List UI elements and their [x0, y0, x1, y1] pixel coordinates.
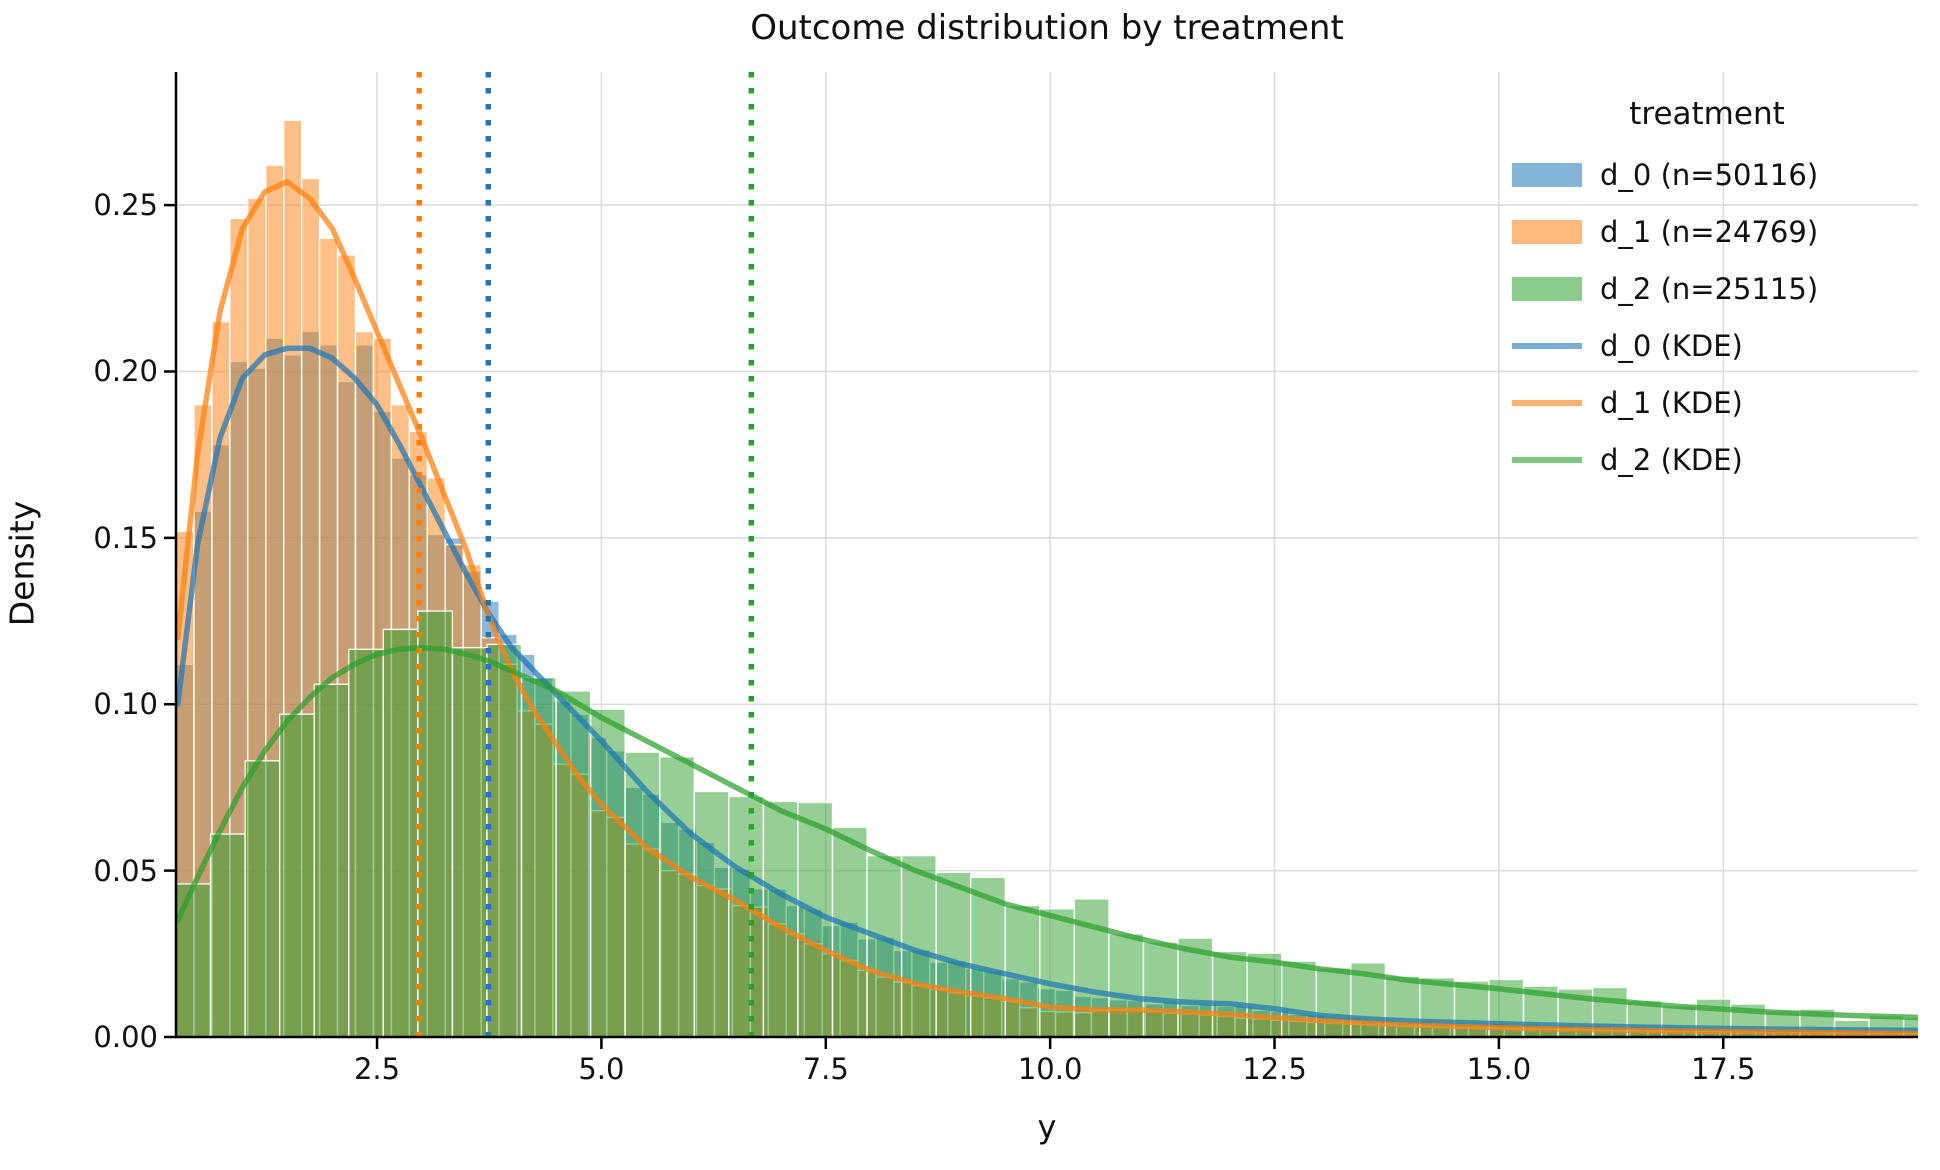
hist-bar-d_2 — [451, 646, 488, 1037]
chart-title: Outcome distribution by treatment — [750, 8, 1344, 48]
hist-bar-d_2 — [935, 871, 972, 1037]
x-tick-label: 10.0 — [1017, 1052, 1083, 1086]
y-tick-label: 0.05 — [93, 853, 158, 888]
hist-bar-d_2 — [244, 760, 281, 1037]
hist-bar-d_2 — [693, 790, 730, 1037]
legend-line-swatch — [1512, 456, 1582, 463]
kde-curve-d_1 — [176, 179, 1918, 1037]
legend-patch-swatch — [1512, 219, 1582, 244]
x-tick-label: 15.0 — [1466, 1052, 1532, 1086]
hist-bar-d_2 — [1315, 967, 1352, 1037]
y-tick-label: 0.20 — [93, 354, 158, 389]
hist-bar-d_2 — [1142, 941, 1179, 1037]
y-tick-label: 0.10 — [93, 687, 158, 722]
hist-bar-d_2 — [659, 756, 695, 1037]
hist-bar-d_2 — [1073, 898, 1110, 1037]
x-tick-label: 17.5 — [1690, 1052, 1756, 1086]
legend-patch-swatch — [1512, 276, 1582, 301]
legend-line-swatch — [1512, 342, 1582, 349]
y-axis-label: Density — [2, 500, 42, 627]
x-tick-label: 5.0 — [578, 1052, 625, 1086]
y-tick-label: 0.15 — [93, 520, 158, 555]
legend-entries: d_0 (n=50116) d_1 (n=24769) d_2 (n=25115) d… — [1512, 146, 1932, 488]
x-tick-label: 7.5 — [802, 1052, 849, 1086]
hist-bar-d_2 — [1039, 908, 1076, 1037]
hist-bar-d_2 — [209, 833, 246, 1037]
hist-bar-d_2 — [1108, 933, 1145, 1037]
legend-entry-label: d_1 (n=24769) — [1600, 214, 1819, 249]
hist-bar-d_2 — [348, 648, 385, 1037]
legend-entry: d_0 (n=50116) — [1512, 146, 1932, 203]
legend-entry: d_2 (KDE) — [1512, 431, 1932, 488]
legend-entry-label: d_2 (n=25115) — [1600, 271, 1819, 306]
kde-curve-d_0 — [176, 345, 1918, 1034]
x-tick-label: 12.5 — [1242, 1052, 1307, 1086]
legend-entry: d_1 (n=24769) — [1512, 203, 1932, 260]
y-tick-label: 0.25 — [93, 188, 158, 223]
x-tick-label: 2.5 — [353, 1052, 401, 1086]
hist-bar-d_2 — [278, 713, 315, 1037]
legend-entry: d_1 (KDE) — [1512, 374, 1932, 431]
x-axis-label: y — [1037, 1108, 1057, 1146]
hist-bar-d_2 — [728, 795, 765, 1037]
hist-bar-d_2 — [1004, 904, 1041, 1037]
hist-bar-d_2 — [313, 683, 350, 1037]
legend-entry-label: d_1 (KDE) — [1600, 385, 1743, 420]
legend-entry-label: d_0 (n=50116) — [1600, 157, 1819, 192]
y-tick-label: 0.00 — [93, 1020, 158, 1054]
hist-bar-d_2 — [866, 854, 903, 1037]
legend-patch-swatch — [1512, 162, 1582, 187]
legend-entry-label: d_0 (KDE) — [1600, 328, 1743, 363]
hist-bar-d_2 — [1246, 952, 1283, 1037]
legend-entry: d_0 (KDE) — [1512, 317, 1932, 374]
hist-bar-d_2 — [624, 751, 661, 1037]
legend-title: treatment — [1629, 96, 1785, 132]
hist-bar-d_2 — [1211, 950, 1248, 1037]
legend-entry-label: d_2 (KDE) — [1600, 442, 1743, 477]
hist-bar-d_2 — [486, 643, 523, 1037]
legend-entry: d_2 (n=25115) — [1512, 260, 1932, 317]
kde-curve-d_2 — [176, 644, 1918, 1021]
legend: treatment d_0 (n=50116) d_1 (n=24769) d_2 … — [1512, 96, 1932, 488]
hist-bar-d_2 — [382, 628, 419, 1037]
hist-bar-d_2 — [417, 610, 454, 1037]
hist-bar-d_2 — [1280, 960, 1317, 1037]
legend-line-swatch — [1512, 399, 1582, 406]
hist-bar-d_2 — [555, 690, 592, 1037]
